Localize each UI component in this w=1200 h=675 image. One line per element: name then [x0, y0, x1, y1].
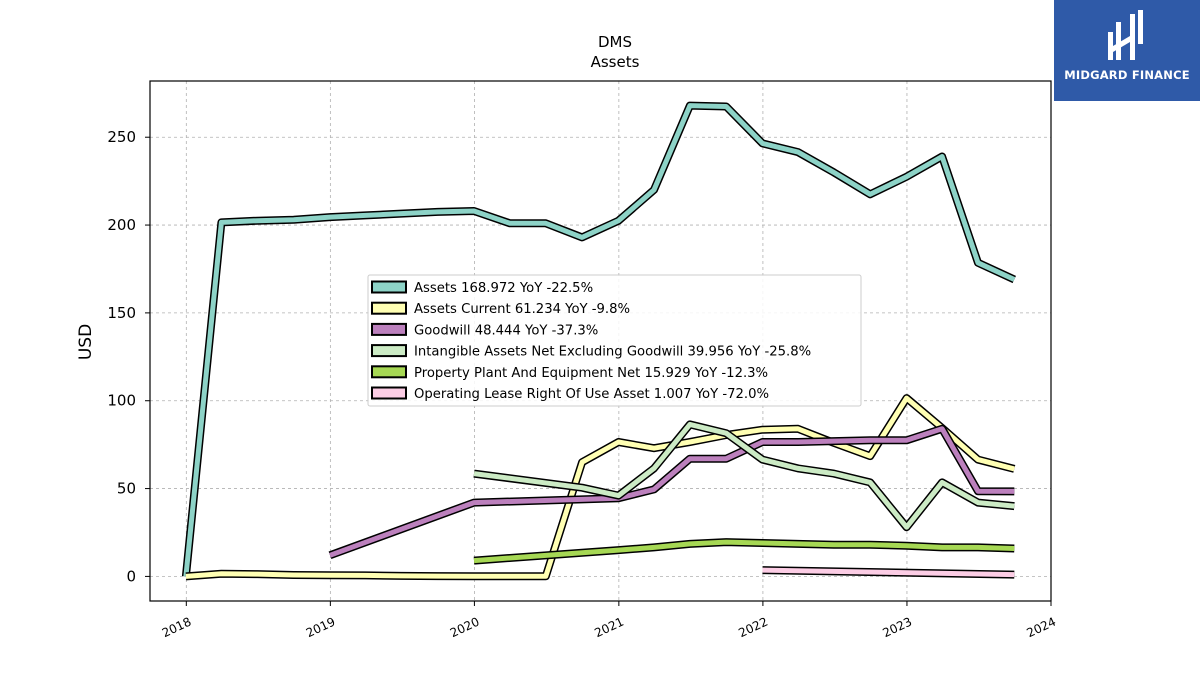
- legend-item: Assets Current 61.234 YoY -9.8%: [371, 301, 630, 317]
- y-tick-label: 200: [107, 216, 136, 234]
- company-logo: MIDGARD FINANCE: [1054, 0, 1200, 101]
- legend-swatch: [371, 344, 407, 358]
- logo-text: MIDGARD FINANCE: [1064, 68, 1190, 82]
- series-line: [473, 539, 1015, 564]
- logo-mark-icon: [1108, 10, 1143, 60]
- x-tick-label: 2022: [736, 615, 770, 641]
- plot-frame: [149, 80, 1052, 602]
- series-line: [762, 567, 1015, 578]
- legend-label: Operating Lease Right Of Use Asset 1.007…: [414, 387, 769, 402]
- legend-swatch: [371, 301, 407, 315]
- legend-swatch: [371, 386, 407, 400]
- legend-swatch: [371, 280, 407, 294]
- series-line-outline: [473, 420, 1015, 532]
- x-tick-label: 2018: [160, 615, 194, 641]
- x-tick-label: 2021: [592, 615, 626, 641]
- legend-label: Intangible Assets Net Excluding Goodwill…: [414, 345, 811, 360]
- legend-box: [367, 274, 862, 407]
- chart-subtitle: Assets: [591, 53, 640, 71]
- legend-item: Operating Lease Right Of Use Asset 1.007…: [371, 386, 769, 402]
- series-line: [473, 421, 1015, 530]
- x-tick-label: 2023: [880, 615, 914, 641]
- series-3: [473, 420, 1015, 532]
- legend-item: Property Plant And Equipment Net 15.929 …: [371, 365, 768, 381]
- legend: Assets 168.972 YoY -22.5% Assets Current …: [367, 274, 862, 407]
- y-tick-label: 0: [126, 567, 136, 585]
- series-0: [181, 101, 1016, 577]
- legend-item: Assets 168.972 YoY -22.5%: [371, 280, 593, 296]
- legend-label: Assets 168.972 YoY -22.5%: [414, 281, 593, 296]
- x-tick-label: 2019: [304, 615, 338, 641]
- y-tick-label: 100: [107, 392, 136, 410]
- series-line: [329, 426, 1015, 558]
- y-tick-label: 150: [107, 304, 136, 322]
- series-5: [762, 566, 1015, 579]
- x-tick-label: 2020: [448, 615, 482, 641]
- y-tick-label: 250: [107, 128, 136, 146]
- legend-label: Property Plant And Equipment Net 15.929 …: [414, 366, 768, 381]
- series-line: [183, 103, 1016, 577]
- x-tick-label: 2024: [1025, 615, 1059, 641]
- legend-swatch: [371, 322, 407, 336]
- series-4: [473, 538, 1015, 565]
- y-axis-label: USD: [76, 324, 96, 360]
- legend-item: Goodwill 48.444 YoY -37.3%: [371, 322, 598, 338]
- legend-label: Assets Current 61.234 YoY -9.8%: [414, 302, 630, 317]
- chart-title: DMS: [598, 33, 632, 51]
- series-1: [185, 394, 1016, 581]
- y-tick-label: 50: [117, 480, 136, 498]
- legend-item: Intangible Assets Net Excluding Goodwill…: [371, 344, 811, 360]
- series-layer: [181, 101, 1016, 581]
- series-line: [185, 395, 1015, 579]
- series-2: [328, 424, 1015, 560]
- legend-swatch: [371, 365, 407, 379]
- legend-label: Goodwill 48.444 YoY -37.3%: [414, 323, 598, 338]
